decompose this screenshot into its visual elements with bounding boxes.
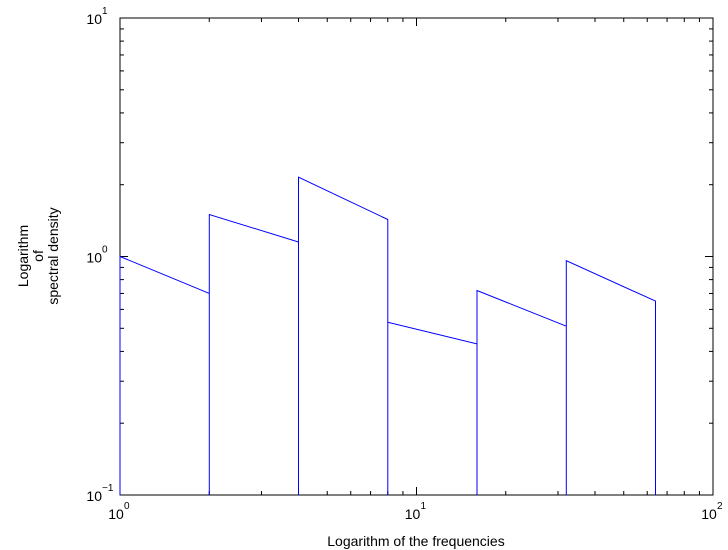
y-tick-label-base: 10 xyxy=(86,250,102,266)
x-tick-label-base: 10 xyxy=(701,506,717,522)
y-tick-label: 10 0 xyxy=(86,245,108,266)
x-tick-label: 10 1 xyxy=(405,501,427,522)
x-tick-label-exponent: 2 xyxy=(717,501,723,512)
y-tick-label-base: 10 xyxy=(86,488,102,504)
y-axis-label-line-2: of xyxy=(30,250,46,262)
y-tick-label-base: 10 xyxy=(86,11,102,27)
y-axis-label-line-3: spectral density xyxy=(45,207,61,304)
y-tick-label: 10 1 xyxy=(86,6,108,27)
x-tick-label: 10 0 xyxy=(108,501,130,522)
y-axis-label: Logarithm of spectral density xyxy=(15,207,61,304)
x-tick-label: 10 2 xyxy=(701,501,723,522)
x-tick-label-exponent: 1 xyxy=(421,501,427,512)
x-tick-label-base: 10 xyxy=(405,506,421,522)
y-tick-label-exponent: 1 xyxy=(102,6,108,17)
y-axis-label-line-1: Logarithm xyxy=(15,225,31,287)
y-tick-label-exponent: 0 xyxy=(102,245,108,256)
y-tick-label: 10 −1 xyxy=(86,483,113,504)
plot-frame xyxy=(119,17,714,496)
x-tick-label-base: 10 xyxy=(108,506,124,522)
x-tick-label-exponent: 0 xyxy=(124,501,130,512)
axis-tick-labels: 10 0 10 1 10 210 −110 010 1 xyxy=(86,6,723,522)
y-tick-label-exponent: −1 xyxy=(102,483,114,494)
x-axis-label: Logarithm of the frequencies xyxy=(327,533,504,549)
